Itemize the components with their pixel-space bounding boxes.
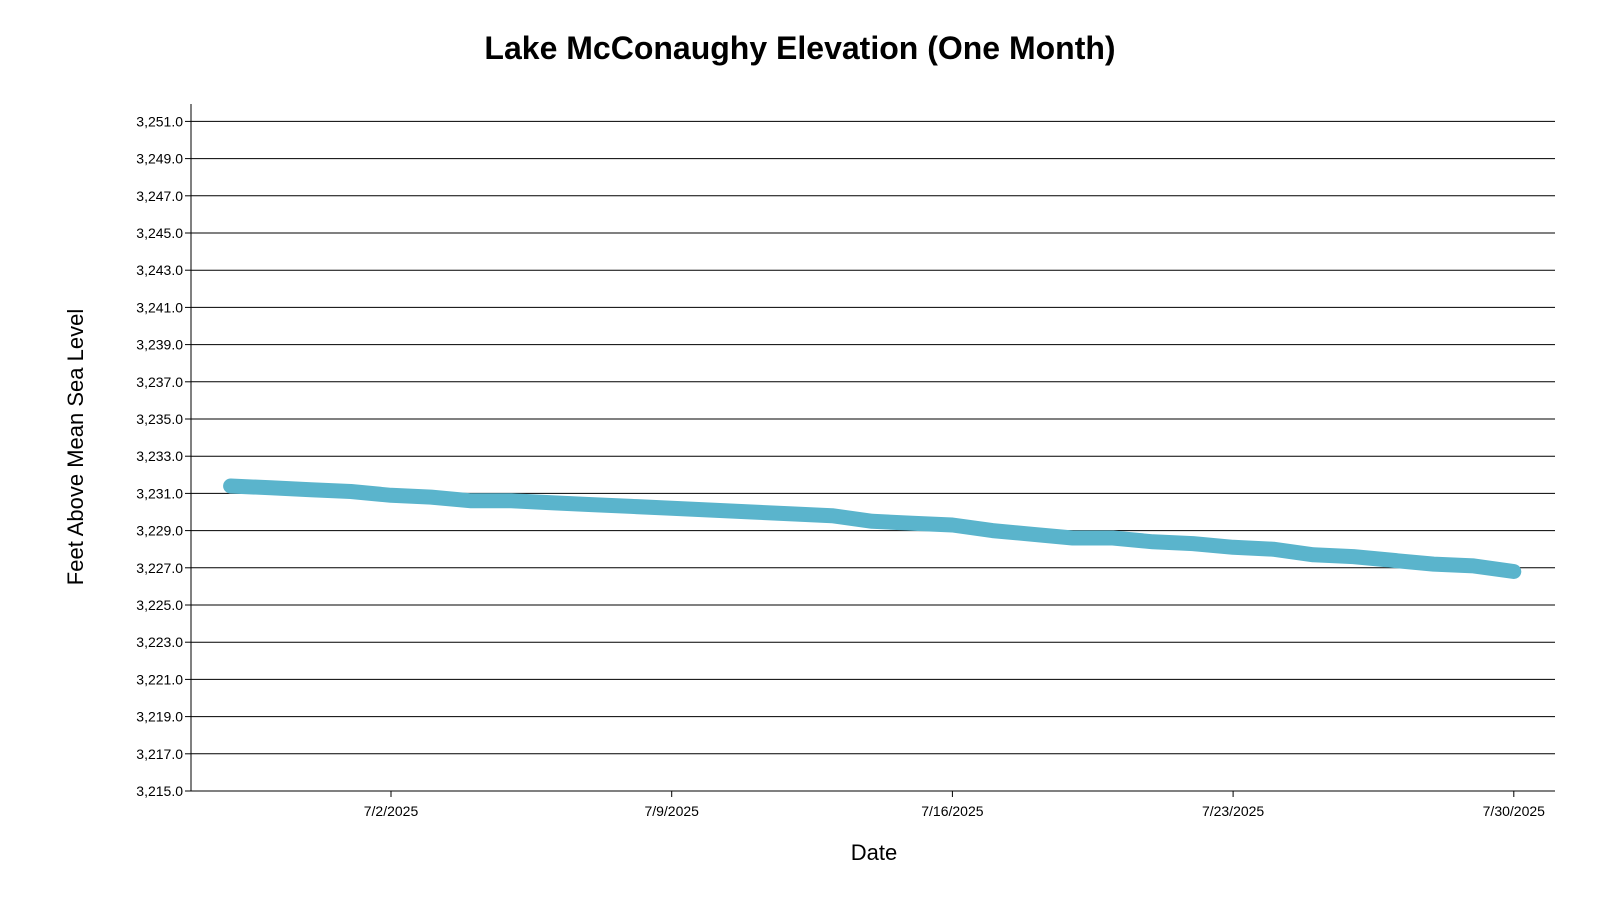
y-tick-label: 3,227.0 xyxy=(136,560,183,576)
x-tick-label: 7/9/2025 xyxy=(644,803,699,819)
y-tick-label: 3,239.0 xyxy=(136,337,183,353)
y-tick-label: 3,245.0 xyxy=(136,225,183,241)
y-tick-label: 3,231.0 xyxy=(136,485,183,501)
y-axis-ticks: 3,215.0 3,217.0 3,219.0 3,221.0 3,223.0 3,225… xyxy=(136,113,191,799)
y-tick-label: 3,223.0 xyxy=(136,634,183,650)
y-tick-label: 3,249.0 xyxy=(136,151,183,167)
x-tick-label: 7/16/2025 xyxy=(921,803,983,819)
y-axis-title: Feet Above Mean Sea Level xyxy=(63,309,88,585)
y-tick-label: 3,225.0 xyxy=(136,597,183,613)
x-tick-label: 7/2/2025 xyxy=(364,803,419,819)
chart-title: Lake McConaughy Elevation (One Month) xyxy=(484,30,1116,66)
y-tick-label: 3,217.0 xyxy=(136,746,183,762)
y-tick-label: 3,247.0 xyxy=(136,188,183,204)
axes xyxy=(190,104,1555,792)
y-tick-label: 3,237.0 xyxy=(136,374,183,390)
y-tick-label: 3,233.0 xyxy=(136,448,183,464)
y-tick-label: 3,235.0 xyxy=(136,411,183,427)
series-layer xyxy=(223,478,1522,579)
y-tick-label: 3,221.0 xyxy=(136,671,183,687)
grid-lines xyxy=(191,120,1555,755)
x-tick-label: 7/30/2025 xyxy=(1483,803,1545,819)
y-tick-label: 3,229.0 xyxy=(136,523,183,539)
y-tick-label: 3,215.0 xyxy=(136,783,183,799)
y-tick-label: 3,243.0 xyxy=(136,262,183,278)
x-tick-label: 7/23/2025 xyxy=(1202,803,1264,819)
y-tick-label: 3,251.0 xyxy=(136,113,183,129)
series-line xyxy=(223,478,1522,579)
y-tick-label: 3,241.0 xyxy=(136,299,183,315)
x-axis-title: Date xyxy=(851,840,897,865)
y-tick-label: 3,219.0 xyxy=(136,709,183,725)
x-axis-ticks: 7/2/2025 7/9/2025 7/16/2025 7/23/2025 7/30/2… xyxy=(364,791,1545,819)
